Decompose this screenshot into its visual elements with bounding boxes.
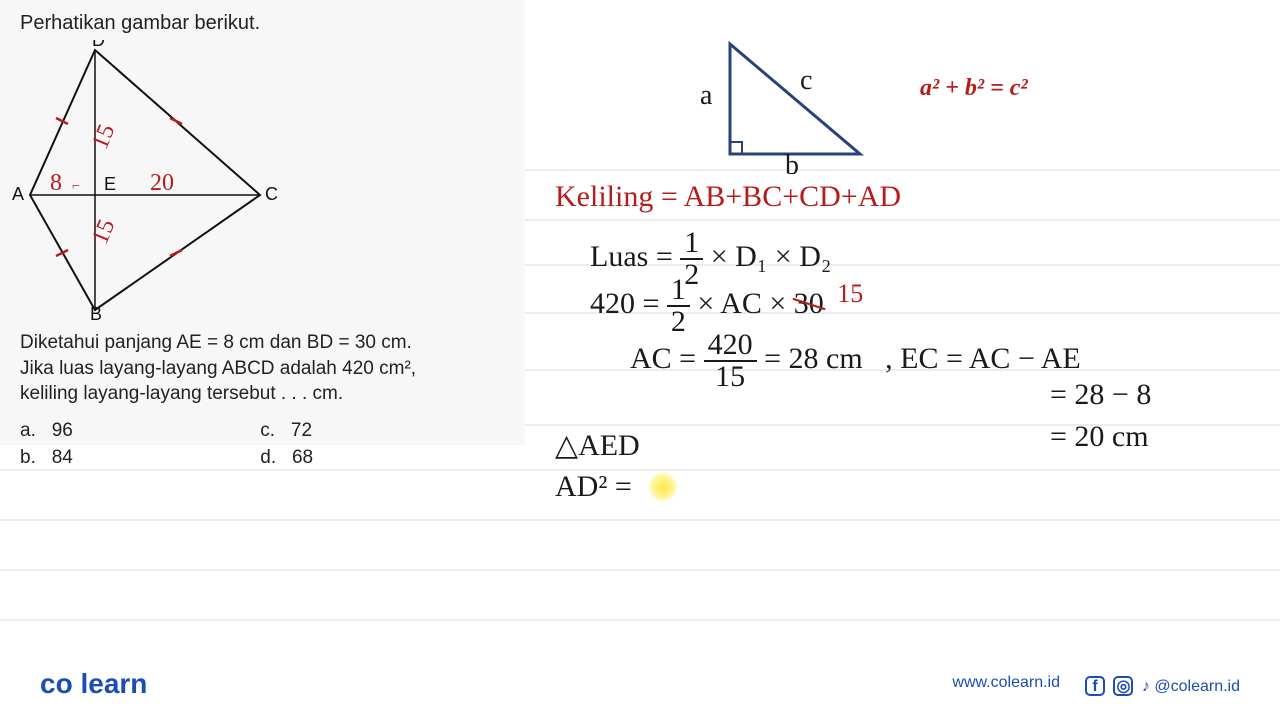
- work-keliling: Keliling = AB+BC+CD+AD: [555, 180, 901, 214]
- label-BE: 15: [87, 216, 120, 248]
- answer-c: 72: [291, 420, 312, 441]
- right-triangle: a b c: [680, 24, 890, 174]
- label-EC: 20: [150, 170, 174, 196]
- problem-line1: Diketahui panjang AE = 8 cm dan BD = 30 …: [20, 332, 412, 353]
- problem-line2: Jika luas layang-layang ABCD adalah 420 …: [20, 358, 416, 379]
- label-E: E: [104, 174, 116, 194]
- answer-d: 68: [292, 447, 313, 468]
- tiktok-icon: ♪: [1142, 678, 1150, 695]
- footer-handle: @colearn.id: [1154, 678, 1240, 695]
- problem-text: Diketahui panjang AE = 8 cm dan BD = 30 …: [20, 330, 510, 407]
- answer-choices: a. 96 b. 84 c. 72 d. 68: [20, 418, 313, 471]
- work-ec3: = 20 cm: [1050, 420, 1149, 454]
- footer: co learn www.colearn.id f ◎ ♪ @colearn.i…: [0, 660, 1280, 700]
- label-A: A: [12, 184, 24, 204]
- work-ac: AC = 42015 = 28 cm , EC = AC − AE: [630, 330, 1081, 392]
- svg-text:⌐: ⌐: [72, 179, 80, 194]
- kite-diagram: D A C B E 8 20 15 15 ⌐: [10, 40, 280, 320]
- work-ad2: AD² =: [555, 470, 632, 504]
- footer-url: www.colearn.id: [952, 674, 1060, 692]
- facebook-icon: f: [1085, 676, 1105, 696]
- answer-b: 84: [52, 447, 73, 468]
- pythag-formula: a² + b² = c²: [920, 75, 1028, 102]
- work-triangle-aed: △AED: [555, 428, 640, 463]
- label-D: D: [92, 40, 105, 50]
- problem-title: Perhatikan gambar berikut.: [20, 12, 260, 35]
- cursor-highlight: [648, 472, 678, 502]
- label-DE: 15: [87, 121, 120, 153]
- work-ec2: = 28 − 8: [1050, 378, 1151, 412]
- svg-text:a: a: [700, 80, 713, 111]
- answer-a: 96: [52, 420, 73, 441]
- label-C: C: [265, 184, 278, 204]
- instagram-icon: ◎: [1113, 676, 1133, 696]
- label-AE: 8: [50, 170, 62, 196]
- footer-socials: f ◎ ♪ @colearn.id: [1085, 676, 1240, 696]
- problem-line3: keliling layang-layang tersebut . . . cm…: [20, 383, 343, 404]
- label-B: B: [90, 304, 102, 320]
- brand-logo: co learn: [40, 668, 147, 700]
- svg-text:b: b: [785, 150, 799, 174]
- svg-text:c: c: [800, 65, 812, 96]
